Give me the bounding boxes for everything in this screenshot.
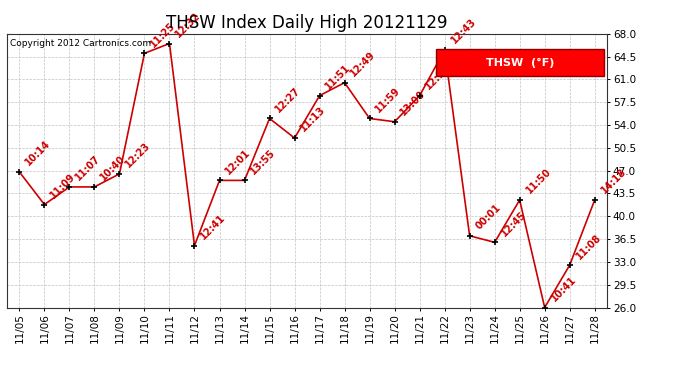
Title: THSW Index Daily High 20121129: THSW Index Daily High 20121129 [166,14,448,32]
FancyBboxPatch shape [436,49,604,76]
Text: 11:13: 11:13 [299,105,328,134]
Text: 12:43: 12:43 [448,17,477,46]
Text: 12:11: 12:11 [424,63,453,92]
Text: 12:01: 12:01 [224,147,253,176]
Text: 10:41: 10:41 [549,274,578,303]
Text: 11:25: 11:25 [148,20,177,49]
Text: 00:01: 00:01 [474,202,503,232]
Text: 11:59: 11:59 [374,86,403,114]
Text: 11:08: 11:08 [574,232,603,261]
Text: 12:41: 12:41 [199,212,228,242]
Text: 12:23: 12:23 [124,141,152,170]
Text: 11:07: 11:07 [74,154,103,183]
Text: 12:45: 12:45 [499,209,528,238]
Text: 12:49: 12:49 [348,50,377,78]
Text: 14:18: 14:18 [599,167,628,196]
Text: 11:51: 11:51 [324,63,353,92]
Text: 10:14: 10:14 [23,139,52,168]
Text: 10:40: 10:40 [99,154,128,183]
Text: 11:09: 11:09 [48,171,77,200]
Text: 12:27: 12:27 [274,86,303,114]
Text: 12:32: 12:32 [174,10,203,39]
Text: THSW  (°F): THSW (°F) [486,57,554,68]
Text: Copyright 2012 Cartronics.com: Copyright 2012 Cartronics.com [10,39,151,48]
Text: 13:55: 13:55 [248,147,277,176]
Text: 13:00: 13:00 [399,88,428,118]
Text: 11:50: 11:50 [524,167,553,196]
